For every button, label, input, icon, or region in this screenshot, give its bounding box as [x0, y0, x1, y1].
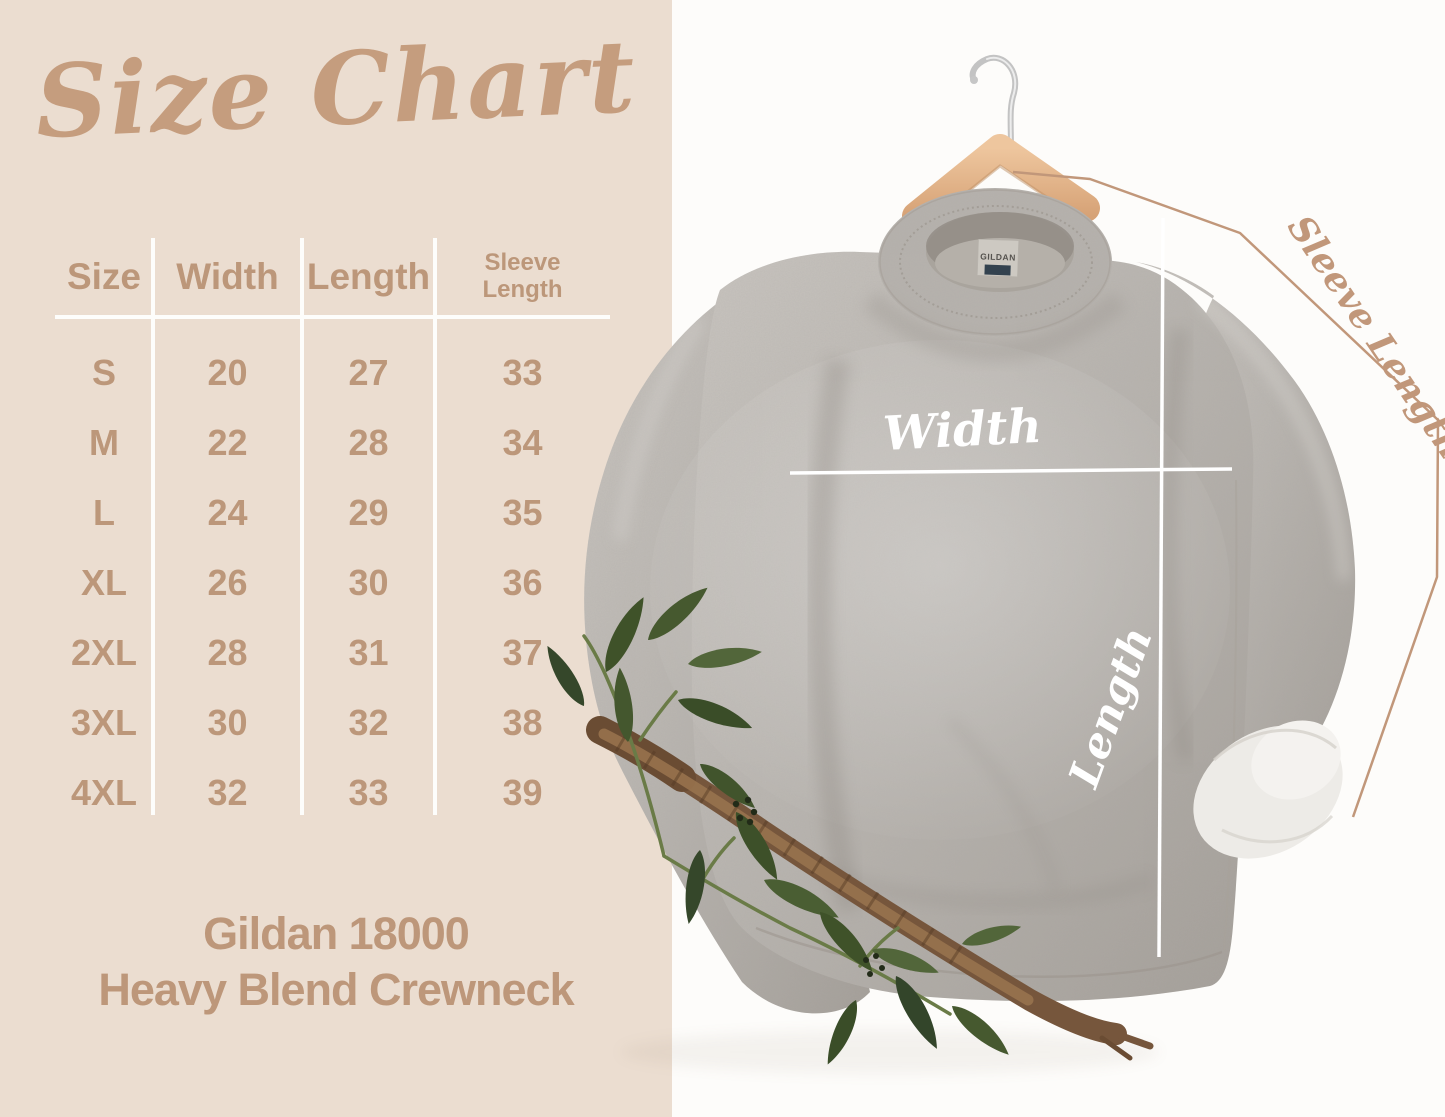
collar: [879, 189, 1111, 335]
cell-width: 20: [207, 352, 248, 393]
table-row: 3XL 30 32 38: [55, 688, 610, 758]
cell-sleeve: 38: [502, 702, 543, 743]
size-table: Size Width Length Sleeve Length S 20 27 …: [55, 238, 610, 838]
hanger-hook-icon: [969, 54, 1019, 153]
col-header-size: Size: [66, 255, 142, 297]
cell-size: S: [91, 352, 116, 393]
product-line-2: Heavy Blend Crewneck: [98, 964, 574, 1016]
neck-tag: GILDAN: [977, 239, 1019, 277]
cell-size: XL: [80, 562, 127, 603]
cell-width: 30: [207, 702, 248, 743]
right-sleeve: [1136, 262, 1356, 804]
page-title: Size Chart: [33, 16, 639, 162]
table-row: XL 26 30 36: [55, 548, 610, 618]
branch-shadow: [620, 1030, 1160, 1074]
cell-width: 22: [207, 422, 248, 463]
table-row: 4XL 32 33 39: [55, 758, 610, 828]
cell-sleeve: 37: [502, 632, 543, 673]
table-body: S 20 27 33 M 22 28 34 L 24 29 35: [55, 338, 610, 828]
cell-length: 32: [348, 702, 389, 743]
col-header-sleeve-length: Sleeve Length: [482, 248, 563, 303]
photo-background: [672, 0, 1445, 1117]
info-panel: Size Chart Size Width Length Sleeve Leng…: [0, 0, 672, 1117]
hanger-wood: [902, 134, 1100, 230]
hanger-wood-shadow: [929, 164, 1073, 224]
cell-length: 31: [348, 632, 389, 673]
sleeve-length-annotation-label: Sleeve Length: [1279, 208, 1445, 467]
cell-width: 24: [207, 492, 248, 533]
col-header-width: Width: [176, 255, 279, 297]
cell-width: 26: [207, 562, 248, 603]
cell-length: 33: [348, 772, 389, 813]
cell-size: 2XL: [70, 632, 138, 673]
cell-sleeve: 36: [502, 562, 543, 603]
cell-size: L: [93, 492, 115, 533]
collar-outer: [878, 188, 1112, 336]
col-header-length: Length: [306, 255, 431, 297]
collar-stitching: [899, 205, 1093, 319]
column-divider: [151, 238, 155, 815]
column-divider: [300, 238, 304, 815]
cell-length: 27: [348, 352, 389, 393]
cell-sleeve: 34: [502, 422, 543, 463]
sleeve-length-line: [1012, 170, 1440, 818]
cell-sleeve: 35: [502, 492, 543, 533]
table-row: L 24 29 35: [55, 478, 610, 548]
table-row: M 22 28 34: [55, 408, 610, 478]
cell-sleeve: 33: [502, 352, 543, 393]
cell-size: M: [89, 422, 119, 463]
product-line-1: Gildan 18000: [203, 908, 470, 959]
cell-width: 28: [207, 632, 248, 673]
sweatshirt: GILDAN: [584, 188, 1356, 1014]
header-underline: [55, 315, 610, 319]
table-row: S 20 27 33: [55, 338, 610, 408]
right-cuff: [1193, 720, 1343, 859]
cell-length: 28: [348, 422, 389, 463]
cell-size: 4XL: [70, 772, 138, 813]
body: [691, 251, 1254, 1002]
cell-sleeve: 39: [502, 772, 543, 813]
length-line: [1157, 217, 1165, 958]
table-row: 2XL 28 31 37: [55, 618, 610, 688]
table-header-row: Size Width Length Sleeve Length: [55, 238, 610, 315]
tag-brand-text: GILDAN: [980, 251, 1016, 262]
width-annotation-label: Width: [882, 399, 1043, 462]
branch: [589, 719, 1127, 1045]
measurement-annotations: Width Length Sleeve Length: [789, 170, 1445, 958]
width-line: [789, 467, 1233, 475]
berries: [732, 796, 885, 977]
hanger: [902, 54, 1100, 230]
column-divider: [433, 238, 437, 815]
product-name: Gildan 18000 Heavy Blend Crewneck: [0, 906, 672, 1019]
tag-size-label: [984, 264, 1011, 276]
cell-size: 3XL: [70, 702, 138, 743]
cell-width: 32: [207, 772, 248, 813]
cell-length: 30: [348, 562, 389, 603]
cell-length: 29: [348, 492, 389, 533]
length-annotation-label: Length: [1059, 621, 1162, 795]
